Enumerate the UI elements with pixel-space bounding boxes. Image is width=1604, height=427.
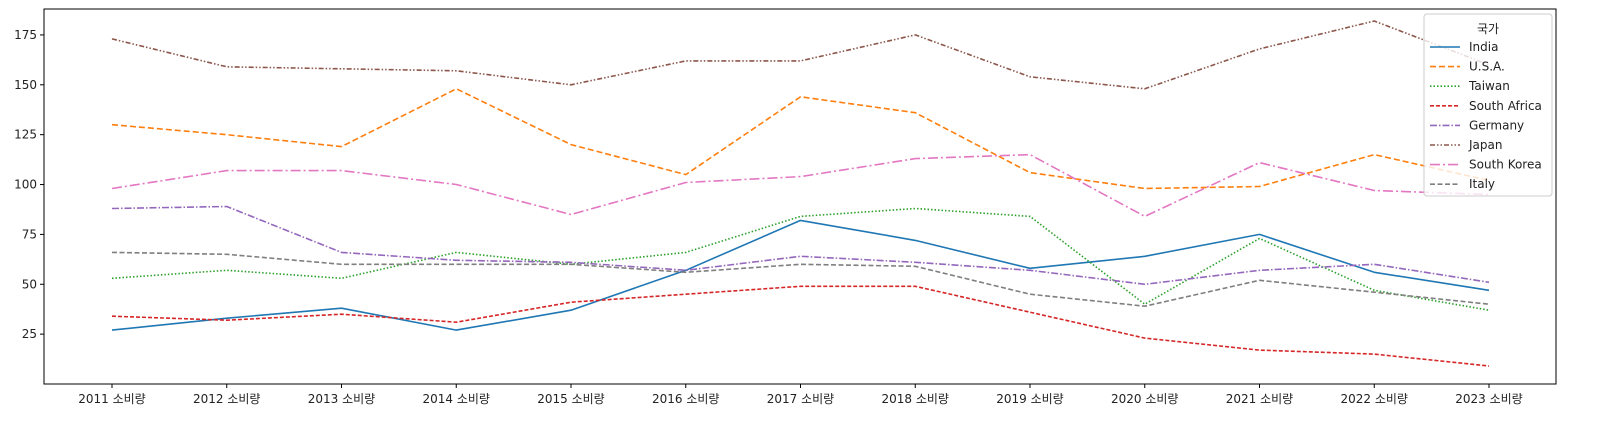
x-tick-label: 2018 소비량 <box>882 392 949 406</box>
legend-label: Japan <box>1468 138 1502 152</box>
legend-item-u-s-a: U.S.A. <box>1430 60 1505 74</box>
y-tick-label: 150 <box>14 78 37 92</box>
y-axis: 25 50 75 100 125 150 175 <box>14 28 44 341</box>
legend-title: 국가 <box>1477 22 1499 36</box>
legend-item-india: India <box>1430 40 1498 54</box>
x-axis: 2011 소비량 2012 소비량 2013 소비량 2014 소비량 2015 소비량… <box>78 384 1523 406</box>
x-tick-label: 2011 소비량 <box>78 392 145 406</box>
legend-label: South Africa <box>1469 99 1542 113</box>
legend-label: Italy <box>1469 177 1495 191</box>
legend-item-japan: Japan <box>1430 138 1502 152</box>
legend-item-south-korea: South Korea <box>1430 158 1542 172</box>
x-tick-label: 2020 소비량 <box>1111 392 1178 406</box>
series-line-india <box>111 219 1490 331</box>
legend: 국가 India U.S.A. Taiwan South Africa Germany J… <box>1423 13 1553 197</box>
series-line-italy <box>111 251 1490 308</box>
x-tick-label: 2021 소비량 <box>1226 392 1293 406</box>
legend-label: South Korea <box>1469 158 1542 172</box>
x-tick-label: 2022 소비량 <box>1341 392 1408 406</box>
y-tick-label: 25 <box>22 327 37 341</box>
y-tick-label: 175 <box>14 28 37 42</box>
legend-item-italy: Italy <box>1430 177 1495 191</box>
y-tick-label: 75 <box>22 227 37 241</box>
legend-items: India U.S.A. Taiwan South Africa Germany Japa… <box>1430 40 1542 191</box>
legend-item-south-africa: South Africa <box>1430 99 1542 113</box>
series-layer <box>111 20 1490 367</box>
legend-item-germany: Germany <box>1430 118 1524 132</box>
legend-label: Germany <box>1469 118 1524 132</box>
series-line-south-africa <box>111 285 1490 367</box>
legend-label: U.S.A. <box>1469 60 1505 74</box>
series-line-u-s-a <box>111 88 1490 190</box>
series-line-germany <box>111 205 1490 286</box>
y-tick-label: 100 <box>14 178 37 192</box>
series-line-south-korea <box>111 153 1490 218</box>
x-tick-label: 2015 소비량 <box>537 392 604 406</box>
x-tick-label: 2019 소비량 <box>996 392 1063 406</box>
legend-label: Taiwan <box>1468 79 1510 93</box>
series-line-taiwan <box>111 207 1490 311</box>
x-tick-label: 2014 소비량 <box>423 392 490 406</box>
y-tick-label: 50 <box>22 277 37 291</box>
x-tick-label: 2013 소비량 <box>308 392 375 406</box>
legend-item-taiwan: Taiwan <box>1430 79 1510 93</box>
y-tick-label: 125 <box>14 128 37 142</box>
x-tick-label: 2023 소비량 <box>1455 392 1522 406</box>
legend-box <box>1423 13 1553 197</box>
legend-label: India <box>1469 40 1498 54</box>
plot-area <box>43 8 1557 385</box>
x-tick-label: 2012 소비량 <box>193 392 260 406</box>
x-tick-label: 2017 소비량 <box>767 392 834 406</box>
x-tick-label: 2016 소비량 <box>652 392 719 406</box>
